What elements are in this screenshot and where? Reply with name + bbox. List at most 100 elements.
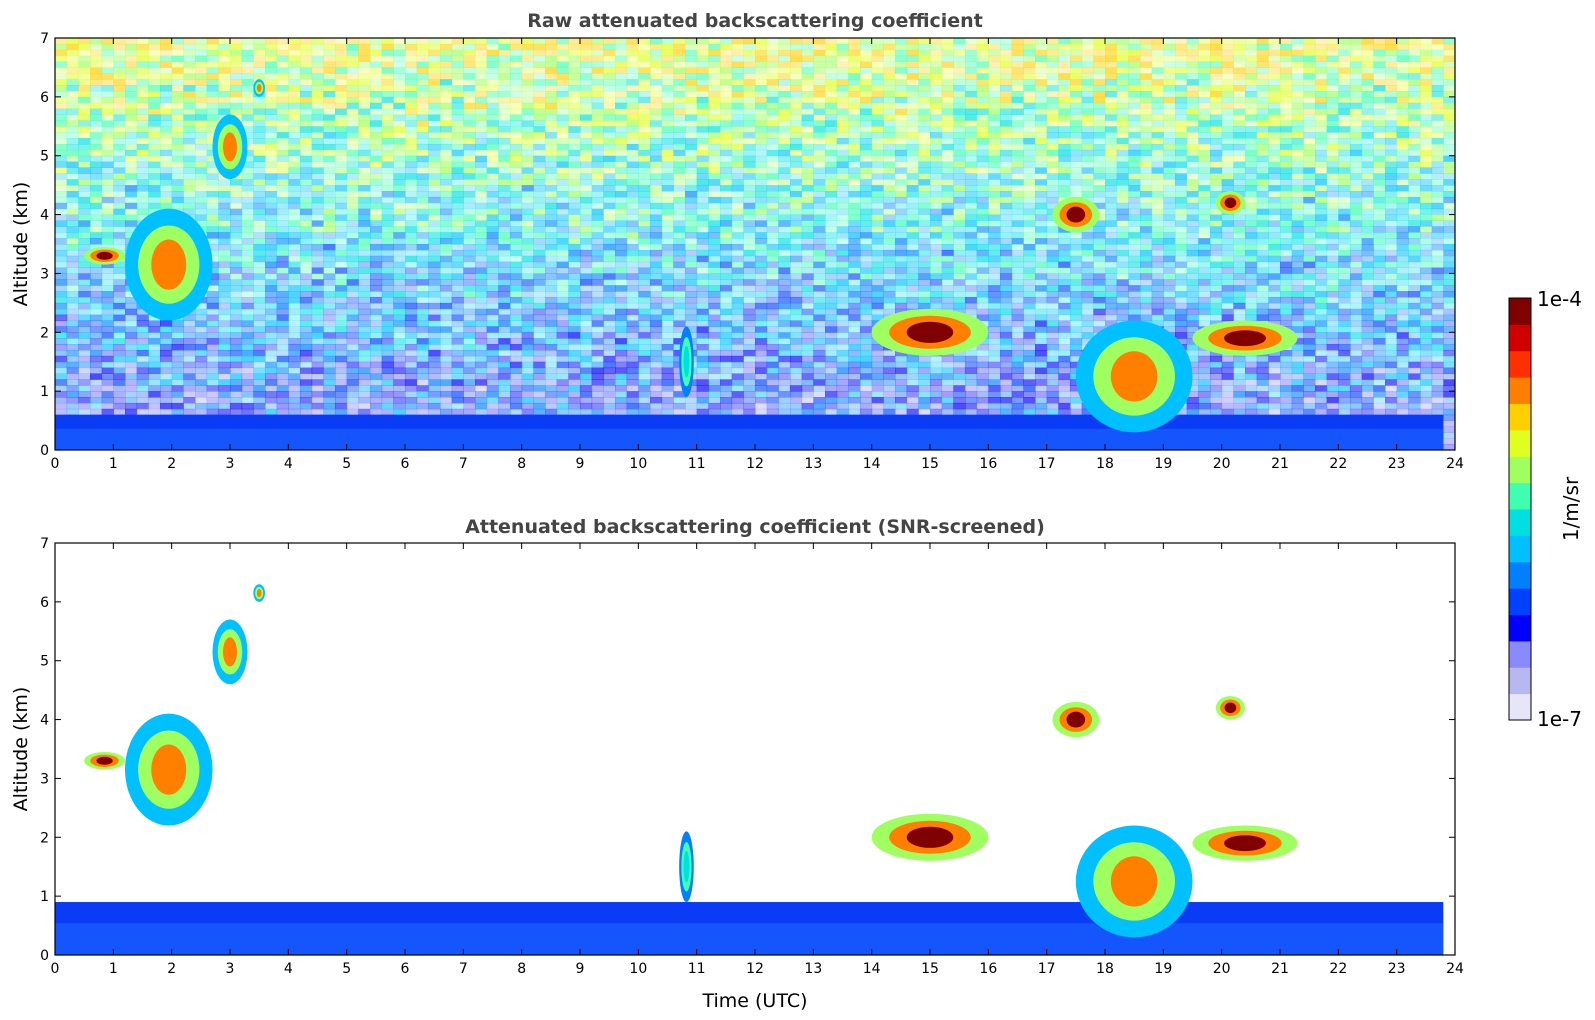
noise-cell (136, 43, 149, 51)
noise-cell (1058, 49, 1071, 57)
noise-cell (626, 85, 639, 92)
noise-cell (638, 238, 651, 245)
noise-cell (673, 173, 686, 180)
noise-cell (1210, 85, 1223, 92)
noise-cell (1058, 55, 1071, 63)
noise-cell (1420, 96, 1433, 104)
noise-cell (626, 179, 639, 186)
noise-cell (1338, 196, 1351, 204)
noise-cell (1151, 49, 1164, 57)
noise-cell (160, 90, 173, 98)
noise-cell (346, 96, 359, 104)
noise-cell (1443, 161, 1455, 168)
noise-cell (941, 226, 954, 233)
noise-cell (906, 79, 919, 86)
noise-cell (358, 120, 371, 127)
noise-cell (1210, 126, 1223, 133)
noise-cell (265, 38, 278, 45)
noise-cell (381, 79, 394, 86)
noise-cell (883, 43, 896, 51)
noise-cell (965, 108, 978, 116)
noise-cell (1350, 126, 1363, 133)
noise-cell (895, 185, 908, 192)
noise-cell (381, 85, 394, 92)
noise-cell (860, 43, 873, 51)
noise-cell (988, 244, 1001, 251)
noise-cell (1361, 185, 1374, 192)
noise-cell (930, 279, 943, 286)
noise-cell (1245, 185, 1258, 192)
noise-cell (1280, 55, 1293, 63)
noise-cell (125, 108, 138, 116)
noise-cell (55, 232, 68, 239)
noise-cell (533, 185, 546, 192)
noise-cell (603, 179, 616, 186)
noise-cell (1011, 138, 1024, 145)
noise-cell (568, 43, 581, 51)
noise-cell (1116, 61, 1129, 68)
noise-cell (440, 138, 453, 145)
noise-cell (381, 179, 394, 186)
noise-cell (1408, 43, 1421, 51)
noise-cell (1046, 126, 1059, 133)
noise-cell (533, 43, 546, 51)
noise-cell (1280, 173, 1293, 180)
noise-cell (1151, 61, 1164, 68)
noise-cell (766, 273, 779, 280)
noise-cell (55, 85, 68, 92)
noise-cell (906, 273, 919, 280)
noise-cell (650, 244, 663, 251)
noise-cell (1233, 108, 1246, 116)
noise-cell (1023, 102, 1036, 110)
noise-cell (1315, 90, 1328, 98)
noise-cell (1245, 143, 1258, 151)
noise-cell (358, 255, 371, 263)
noise-cell (895, 114, 908, 121)
noise-cell (918, 79, 931, 86)
noise-cell (370, 267, 383, 274)
noise-cell (218, 208, 231, 216)
noise-cell (650, 114, 663, 121)
noise-cell (988, 261, 1001, 269)
noise-cell (580, 114, 593, 121)
noise-cell (895, 267, 908, 274)
noise-cell (1256, 143, 1269, 151)
noise-cell (510, 143, 523, 151)
noise-cell (451, 267, 464, 274)
noise-cell (1443, 114, 1455, 121)
noise-cell (556, 108, 569, 116)
noise-cell (533, 126, 546, 133)
noise-cell (78, 167, 91, 174)
noise-cell (848, 43, 861, 51)
noise-cell (78, 220, 91, 227)
noise-cell (836, 67, 849, 74)
noise-cell (206, 43, 219, 51)
noise-cell (545, 102, 558, 110)
noise-cell (1140, 196, 1153, 204)
noise-cell (218, 238, 231, 245)
noise-cell (848, 191, 861, 198)
noise-cell (1116, 85, 1129, 92)
noise-cell (685, 244, 698, 251)
noise-cell (1245, 267, 1258, 274)
noise-cell (1373, 120, 1386, 127)
noise-cell (160, 102, 173, 110)
noise-cell (941, 161, 954, 168)
noise-cell (78, 179, 91, 186)
noise-cell (568, 161, 581, 168)
noise-cell (883, 155, 896, 163)
noise-cell (1443, 273, 1455, 280)
noise-cell (545, 85, 558, 92)
noise-cell (1035, 267, 1048, 274)
noise-cell (638, 96, 651, 104)
noise-cell (591, 255, 604, 263)
noise-cell (1000, 96, 1013, 104)
noise-cell (545, 161, 558, 168)
noise-cell (358, 96, 371, 104)
noise-cell (1140, 255, 1153, 263)
noise-cell (1011, 143, 1024, 151)
noise-cell (78, 273, 91, 280)
noise-cell (615, 67, 628, 74)
noise-cell (848, 173, 861, 180)
noise-cell (428, 173, 441, 180)
